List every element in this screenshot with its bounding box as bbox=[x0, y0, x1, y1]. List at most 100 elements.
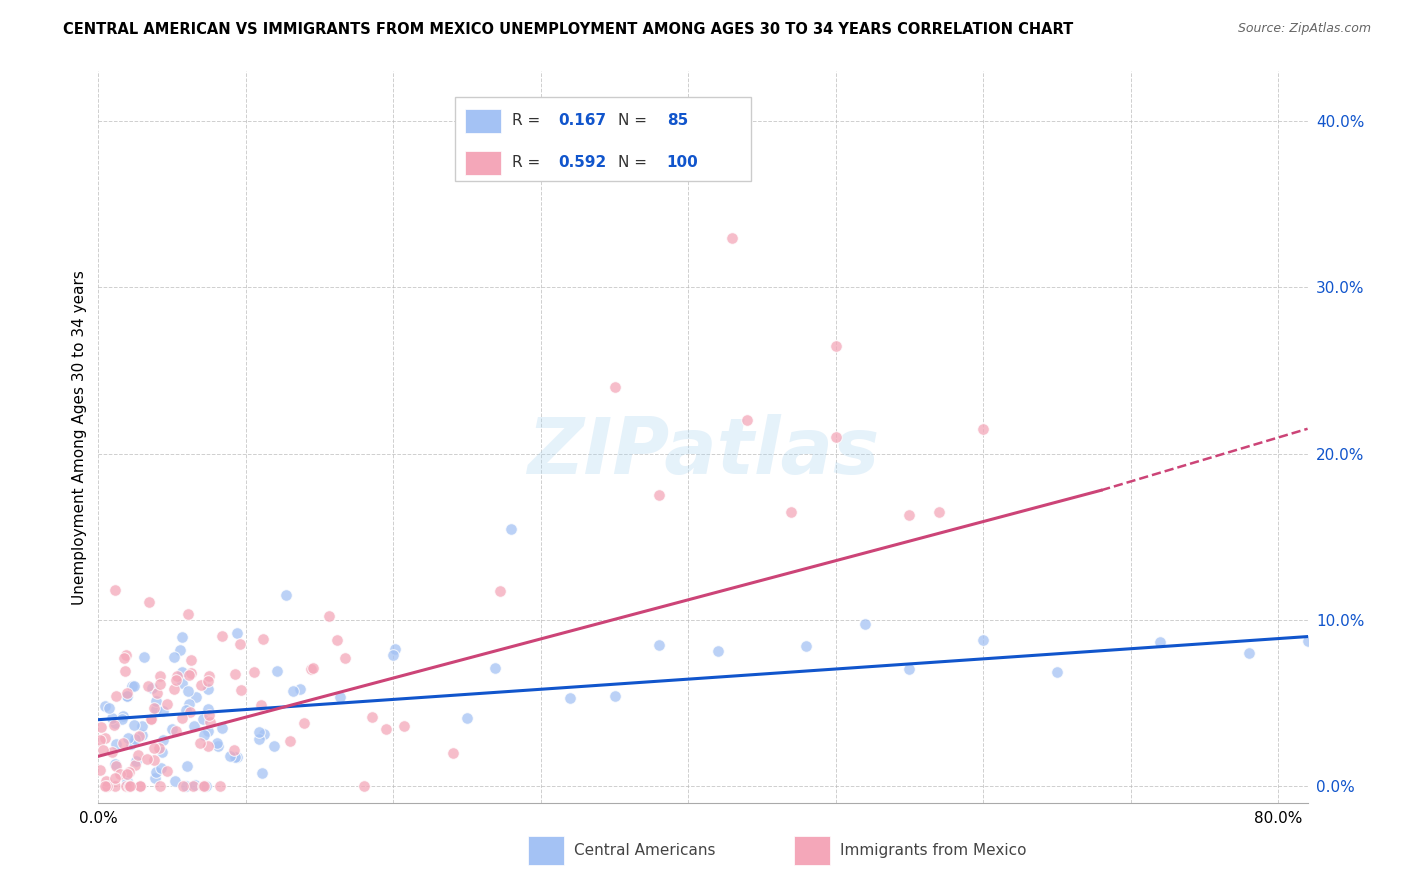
Point bbox=[250, 765, 273, 780]
Point bbox=[326, 632, 349, 647]
Point bbox=[191, 712, 214, 726]
Point bbox=[152, 732, 174, 747]
Point bbox=[143, 701, 166, 715]
Point bbox=[972, 422, 994, 436]
Point bbox=[111, 712, 134, 726]
Point bbox=[180, 653, 202, 667]
Point bbox=[226, 750, 249, 764]
Point bbox=[166, 668, 188, 682]
Point bbox=[94, 699, 117, 714]
Point bbox=[1149, 635, 1171, 649]
Point bbox=[172, 665, 194, 679]
Point bbox=[156, 764, 179, 779]
Point bbox=[122, 718, 145, 732]
Point bbox=[89, 733, 111, 747]
Point bbox=[288, 681, 311, 696]
Point bbox=[209, 779, 232, 793]
Point bbox=[104, 583, 127, 598]
Point bbox=[603, 689, 626, 703]
Point bbox=[90, 720, 112, 734]
Point bbox=[132, 650, 155, 665]
Point bbox=[603, 380, 626, 394]
Text: Source: ZipAtlas.com: Source: ZipAtlas.com bbox=[1237, 22, 1371, 36]
Point bbox=[145, 694, 167, 708]
Point bbox=[898, 662, 921, 676]
Point bbox=[124, 757, 146, 772]
Point bbox=[100, 711, 122, 725]
Point bbox=[112, 650, 135, 665]
Point bbox=[105, 758, 128, 772]
Point bbox=[104, 779, 127, 793]
Point bbox=[152, 704, 174, 718]
Point bbox=[735, 413, 758, 427]
Point bbox=[138, 594, 160, 608]
Point bbox=[163, 774, 186, 789]
Text: 100: 100 bbox=[666, 154, 699, 169]
Point bbox=[103, 718, 125, 732]
Point bbox=[146, 686, 169, 700]
Point bbox=[104, 771, 127, 785]
Text: R =: R = bbox=[512, 154, 546, 169]
Point bbox=[193, 728, 215, 742]
Point bbox=[117, 731, 139, 746]
Point bbox=[195, 779, 218, 793]
FancyBboxPatch shape bbox=[793, 836, 830, 865]
Point bbox=[197, 673, 219, 688]
Point bbox=[224, 749, 246, 764]
Point bbox=[247, 725, 270, 739]
Point bbox=[174, 703, 197, 717]
Point bbox=[648, 638, 671, 652]
Point bbox=[299, 662, 322, 676]
Point bbox=[129, 779, 152, 793]
Point bbox=[253, 726, 276, 740]
Point bbox=[179, 697, 201, 711]
Point bbox=[104, 756, 127, 771]
Point bbox=[648, 488, 671, 502]
Point bbox=[150, 761, 173, 775]
Point bbox=[121, 680, 143, 694]
Point bbox=[197, 723, 219, 738]
Point bbox=[104, 737, 127, 751]
Point bbox=[190, 678, 212, 692]
Point bbox=[180, 666, 202, 681]
Point bbox=[111, 708, 134, 723]
Point bbox=[163, 681, 186, 696]
FancyBboxPatch shape bbox=[527, 836, 564, 865]
Point bbox=[128, 779, 150, 793]
Point bbox=[174, 779, 197, 793]
Point bbox=[197, 708, 219, 723]
Point bbox=[200, 714, 222, 729]
Point bbox=[101, 745, 124, 759]
Point bbox=[928, 505, 950, 519]
Text: N =: N = bbox=[619, 154, 647, 169]
Point bbox=[128, 729, 150, 743]
Point bbox=[170, 630, 193, 644]
Point bbox=[149, 676, 172, 690]
Point bbox=[191, 779, 214, 793]
Point bbox=[125, 754, 148, 768]
Point bbox=[165, 673, 187, 687]
Point bbox=[94, 731, 117, 746]
Point bbox=[853, 617, 876, 632]
Point bbox=[156, 697, 179, 711]
Point bbox=[329, 690, 352, 705]
Point bbox=[143, 753, 166, 767]
Point bbox=[794, 639, 817, 653]
Point bbox=[384, 641, 406, 656]
Text: Immigrants from Mexico: Immigrants from Mexico bbox=[839, 843, 1026, 858]
Point bbox=[1296, 634, 1319, 648]
FancyBboxPatch shape bbox=[456, 97, 751, 181]
Point bbox=[149, 779, 172, 793]
Point bbox=[131, 728, 153, 742]
Text: N =: N = bbox=[619, 112, 647, 128]
Point bbox=[115, 779, 138, 793]
Point bbox=[114, 664, 136, 678]
Point bbox=[292, 716, 315, 731]
Y-axis label: Unemployment Among Ages 30 to 34 years: Unemployment Among Ages 30 to 34 years bbox=[72, 269, 87, 605]
Point bbox=[149, 669, 172, 683]
Point bbox=[280, 734, 302, 748]
Point bbox=[222, 742, 245, 756]
Point bbox=[560, 690, 582, 705]
Point bbox=[170, 711, 193, 725]
Point bbox=[131, 719, 153, 733]
